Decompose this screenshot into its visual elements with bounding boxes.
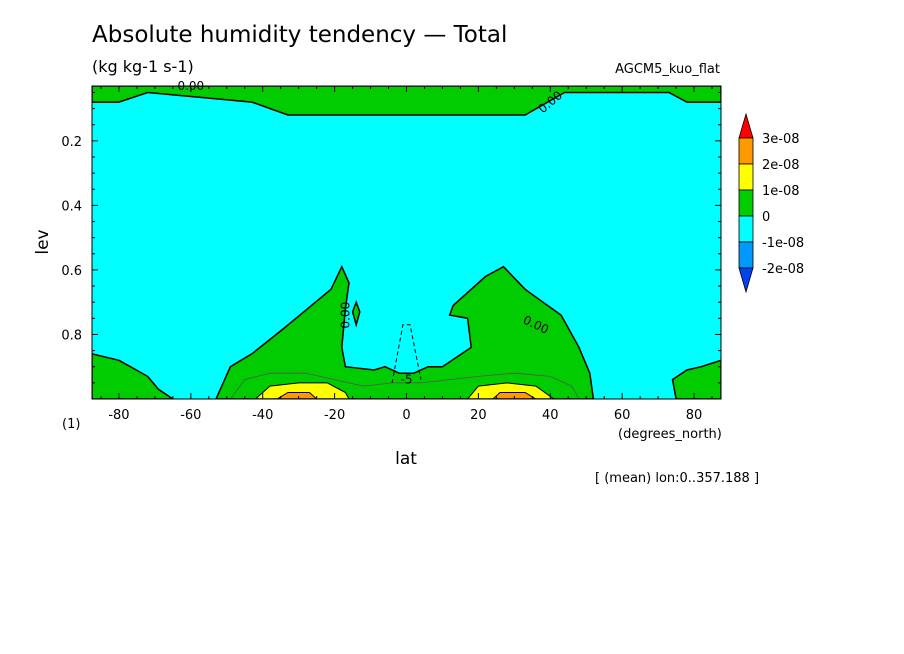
legend-label: 1e-08	[762, 184, 800, 199]
y-axis-label: lev	[33, 229, 53, 254]
lower-positive-region	[216, 266, 594, 399]
negative-dashed-contour	[391, 324, 422, 383]
south-yellow-lobe-contour	[255, 382, 350, 399]
north-orange-core	[492, 392, 536, 399]
x-tick-label: 20	[470, 408, 487, 423]
y-tick-label: 0.8	[61, 328, 82, 343]
contour-label: -5	[401, 373, 413, 387]
south-orange-core-contour	[276, 392, 317, 399]
north-yellow-lobe	[467, 382, 554, 399]
y-tick-label: 0.2	[61, 135, 82, 150]
x-tick-label: 80	[686, 408, 703, 423]
legend-swatch	[738, 163, 754, 191]
legend-arrow-bottom	[738, 267, 754, 294]
x-tick-label: 40	[542, 408, 559, 423]
legend-swatch	[738, 241, 754, 269]
south-polar-positive-zero-contour	[92, 353, 175, 399]
page-index: (1)	[62, 417, 80, 432]
north-yellow-lobe-contour	[467, 382, 555, 399]
x-tick-label: 60	[614, 408, 631, 423]
legend-swatch	[738, 137, 754, 165]
positive-thin-contour	[230, 372, 580, 399]
upper-positive-band-zero-contour	[92, 86, 721, 116]
south-yellow-lobe	[255, 382, 349, 399]
legend-arrow-top	[738, 112, 754, 139]
north-orange-core-contour	[492, 392, 537, 399]
upper-positive-band	[92, 86, 721, 115]
legend-label: 2e-08	[762, 158, 800, 173]
small-positive-island-zero-contour	[351, 300, 361, 328]
legend-label: 0	[762, 210, 770, 225]
run-label: AGCM5_kuo_flat	[615, 62, 720, 77]
chart-title: Absolute humidity tendency — Total	[92, 22, 508, 48]
x-tick-label: -80	[108, 408, 129, 423]
chart-units: (kg kg-1 s-1)	[92, 57, 194, 76]
y-tick-label: 0.6	[61, 264, 82, 279]
legend-label: -1e-08	[762, 236, 804, 251]
x-tick-label: 0	[402, 408, 410, 423]
north-polar-positive	[672, 360, 721, 399]
color-legend: 3e-08 2e-08 1e-08 0 -1e-08 -2e-08	[738, 112, 804, 294]
lower-positive-region-zero-contour	[215, 264, 595, 399]
legend-swatch	[738, 215, 754, 243]
legend-label: -2e-08	[762, 262, 804, 277]
x-tick-label: -60	[180, 408, 201, 423]
x-axis-label: lat	[395, 449, 417, 469]
south-polar-positive	[92, 353, 173, 399]
x-tick-label: -20	[324, 408, 345, 423]
x-tick-label: -40	[252, 408, 273, 423]
legend-swatch	[738, 189, 754, 217]
plot-background	[92, 86, 721, 399]
footnote: [ (mean) lon:0..357.188 ]	[595, 471, 759, 486]
y-tick-label: 0.4	[61, 199, 82, 214]
legend-label: 3e-08	[762, 132, 800, 147]
x-axis-units: (degrees_north)	[618, 427, 722, 442]
north-polar-positive-zero-contour	[671, 359, 721, 399]
contour-label: 0.00	[338, 302, 352, 329]
south-orange-core	[277, 392, 317, 399]
